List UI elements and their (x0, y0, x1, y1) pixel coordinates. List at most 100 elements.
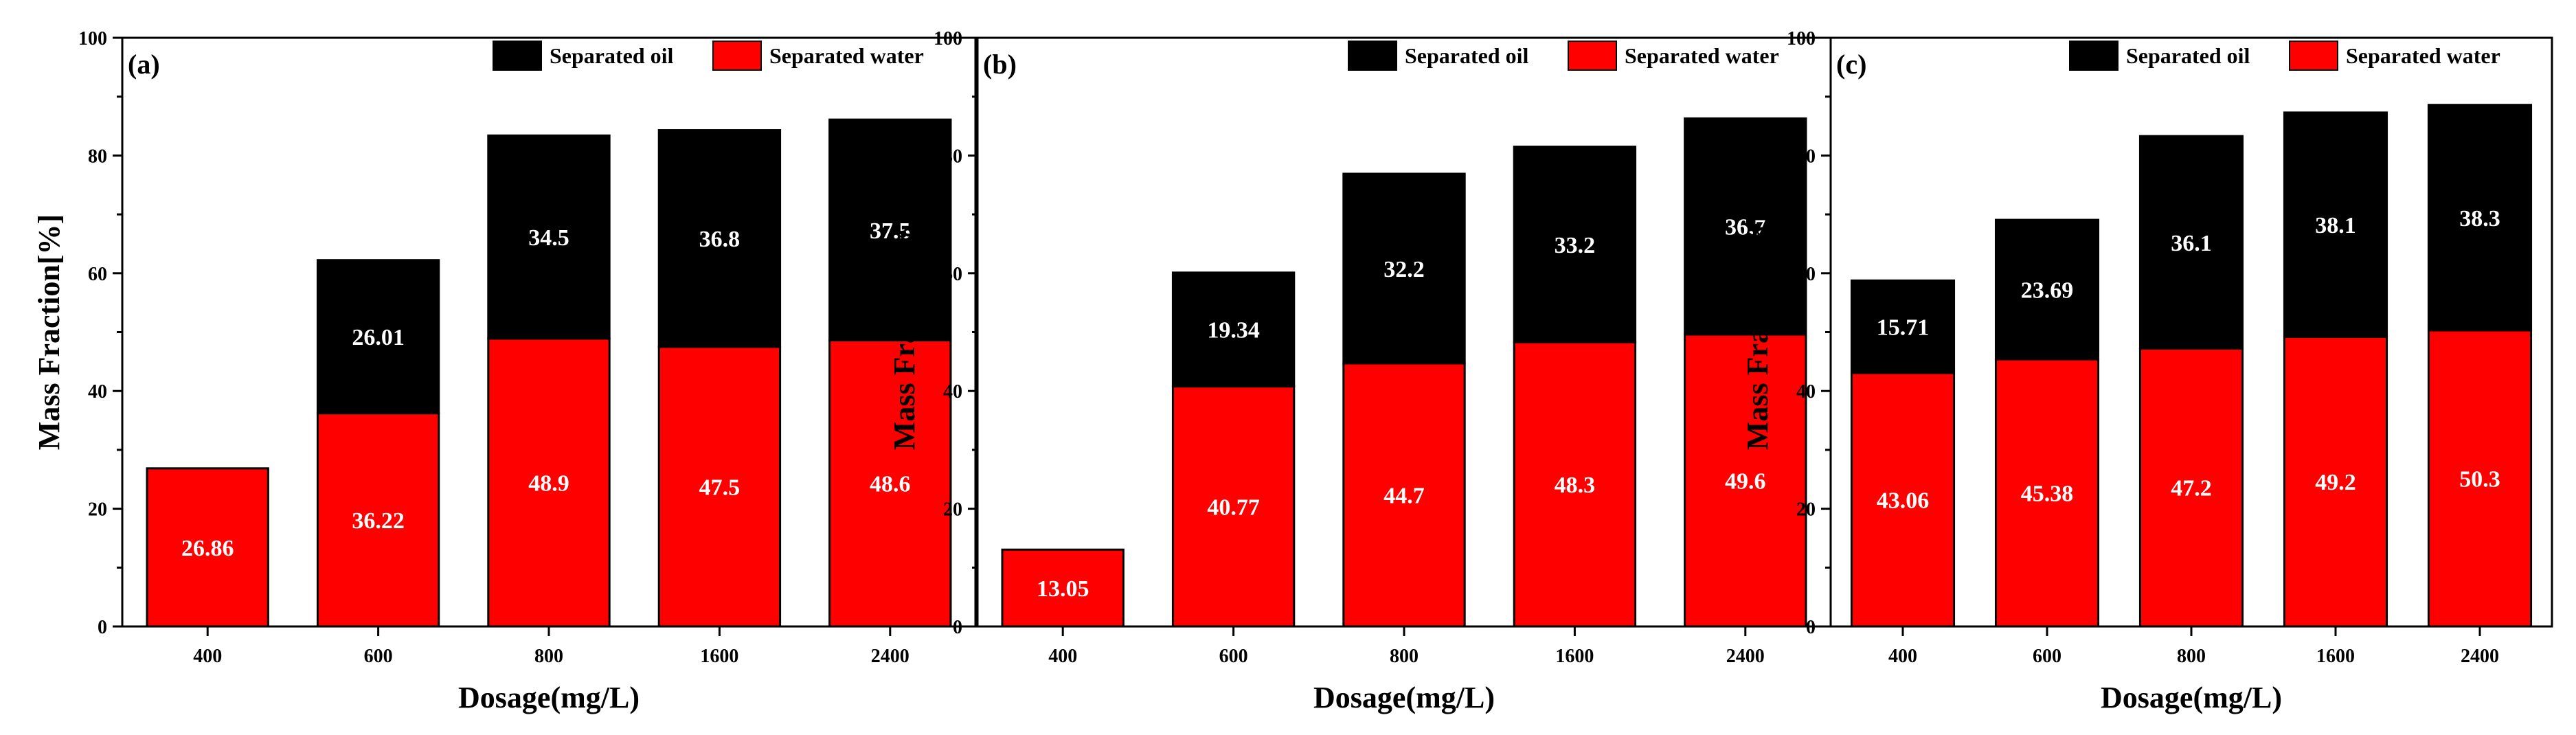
bar-water-1600 (2283, 335, 2388, 628)
data-label-water: 36.22 (352, 508, 405, 534)
y-tick-label: 20 (943, 499, 962, 521)
y-tick-label: 100 (934, 28, 962, 49)
data-label-oil: 33.2 (1555, 233, 1596, 258)
bar-water-400 (146, 467, 269, 628)
bar-oil-800 (487, 134, 611, 340)
x-tick-label: 600 (1219, 646, 1248, 667)
x-tick-label: 600 (2033, 646, 2061, 667)
x-axis-title: Dosage(mg/L) (458, 681, 640, 714)
data-label-water: 47.2 (2171, 476, 2212, 501)
legend-swatch-water (1568, 41, 1617, 71)
y-tick-label: 20 (1796, 499, 1816, 521)
data-label-oil: 26.01 (352, 325, 405, 350)
data-label-oil: 15.71 (1877, 315, 1930, 341)
legend-label-water: Separated water (2346, 43, 2500, 68)
bar-oil-800 (2138, 135, 2244, 350)
x-tick-label: 400 (193, 646, 222, 667)
legend-label-oil: Separated oil (1405, 43, 1529, 68)
data-label-water: 49.2 (2315, 470, 2356, 495)
panel-label: (a) (128, 49, 160, 80)
bar-water-600 (316, 412, 440, 628)
y-tick-label: 0 (1806, 617, 1816, 638)
bar-water-2400 (1684, 333, 1807, 628)
x-tick-label: 1600 (1555, 646, 1594, 667)
legend-swatch-water (712, 41, 762, 71)
y-tick-label: 60 (1796, 264, 1816, 285)
data-label-water: 44.7 (1383, 483, 1425, 508)
y-tick-label: 0 (98, 617, 107, 638)
x-tick-label: 1600 (2316, 646, 2355, 667)
x-tick-label: 2400 (2461, 646, 2499, 667)
y-tick-label: 40 (88, 381, 107, 403)
y-tick-label: 40 (1796, 381, 1816, 403)
data-label-water: 49.6 (1725, 468, 1766, 494)
bar-water-800 (487, 337, 611, 628)
legend-label-oil: Separated oil (2126, 43, 2250, 68)
data-label-water: 50.3 (2459, 466, 2500, 492)
legend-swatch-oil (1348, 41, 1397, 71)
data-label-oil: 36.7 (1725, 215, 1766, 240)
bar-water-400 (1001, 548, 1125, 628)
y-tick-label: 100 (1787, 28, 1816, 49)
data-label-water: 48.6 (870, 472, 911, 497)
panel-label: (c) (1836, 49, 1866, 80)
bar-water-2400 (828, 339, 952, 628)
y-tick-label: 0 (953, 617, 962, 638)
chart-panel-2: 13.0540019.3440.7760032.244.780033.248.3… (888, 28, 1832, 714)
x-tick-label: 600 (364, 646, 393, 667)
data-label-oil: 38.3 (2459, 206, 2500, 231)
x-tick-label: 2400 (1726, 646, 1765, 667)
bar-oil-600 (1994, 218, 2100, 361)
y-tick-label: 80 (943, 146, 962, 167)
y-axis-title: Mass Fraction[%] (1741, 214, 1774, 450)
data-label-oil: 37.5 (870, 218, 911, 244)
bar-oil-1600 (2283, 111, 2388, 338)
x-tick-label: 400 (1048, 646, 1077, 667)
y-tick-label: 20 (88, 499, 107, 521)
bar-oil-600 (316, 259, 440, 415)
x-tick-label: 800 (1390, 646, 1419, 667)
bar-oil-1600 (657, 129, 782, 348)
data-label-water: 48.3 (1555, 473, 1596, 498)
legend-swatch-water (2289, 41, 2338, 71)
x-tick-label: 2400 (871, 646, 909, 667)
y-tick-label: 60 (943, 264, 962, 285)
bar-water-1600 (1513, 341, 1637, 628)
x-axis-title: Dosage(mg/L) (2101, 681, 2282, 714)
y-tick-label: 40 (943, 381, 962, 403)
y-tick-label: 100 (78, 28, 107, 49)
data-label-oil: 23.69 (2021, 278, 2074, 304)
bar-oil-2400 (1684, 117, 1807, 336)
data-label-water: 45.38 (2021, 482, 2074, 507)
y-tick-label: 80 (1796, 146, 1816, 167)
legend-label-water: Separated water (1625, 43, 1779, 68)
bar-oil-1600 (1513, 146, 1637, 343)
y-axis-title: Mass Fraction[%] (32, 214, 66, 450)
x-tick-label: 800 (534, 646, 563, 667)
data-label-oil: 36.8 (699, 227, 741, 252)
chart-panel-1: 26.8640026.0136.2260034.548.980036.847.5… (32, 28, 977, 714)
bar-oil-2400 (2427, 104, 2533, 332)
panel-label: (b) (983, 49, 1017, 80)
bar-oil-600 (1171, 271, 1296, 388)
data-label-water: 47.5 (699, 475, 741, 500)
data-label-oil: 19.34 (1207, 318, 1260, 343)
data-label-oil: 32.2 (1383, 257, 1425, 282)
y-tick-label: 60 (88, 264, 107, 285)
data-label-oil: 38.1 (2315, 213, 2356, 238)
bar-oil-800 (1342, 172, 1466, 365)
bar-oil-2400 (828, 118, 952, 341)
data-label-water: 26.86 (181, 536, 234, 561)
data-label-oil: 34.5 (528, 225, 569, 251)
bar-water-800 (1342, 362, 1466, 628)
data-label-water: 43.06 (1877, 488, 1930, 513)
legend-label-oil: Separated oil (550, 43, 674, 68)
x-axis-title: Dosage(mg/L) (1313, 681, 1495, 714)
bar-water-600 (1171, 385, 1296, 628)
x-tick-label: 1600 (700, 646, 738, 667)
data-label-water: 40.77 (1207, 495, 1260, 520)
data-label-water: 13.05 (1037, 576, 1089, 602)
bar-oil-400 (1850, 279, 1956, 374)
x-tick-label: 400 (1888, 646, 1917, 667)
